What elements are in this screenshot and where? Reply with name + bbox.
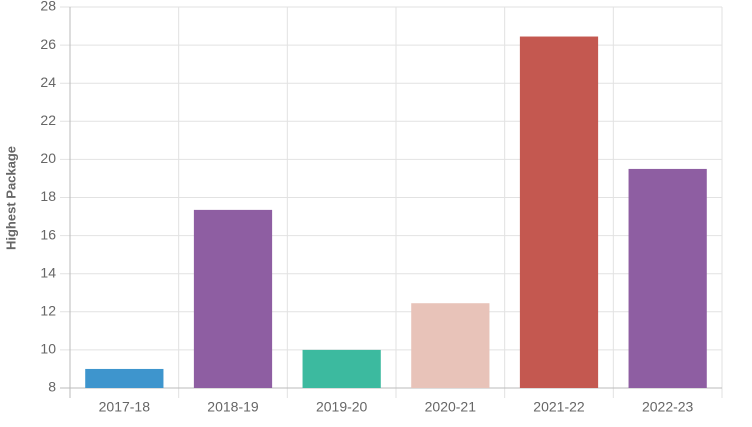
- x-tick-label: 2019-20: [316, 399, 368, 415]
- y-tick-label: 24: [40, 74, 56, 90]
- bar: [411, 303, 490, 388]
- y-tick-label: 26: [40, 36, 56, 52]
- x-tick-label: 2017-18: [99, 399, 151, 415]
- y-tick-label: 8: [48, 379, 56, 395]
- bar: [302, 349, 381, 388]
- x-tick-label: 2020-21: [425, 399, 477, 415]
- y-tick-label: 20: [40, 150, 56, 166]
- y-tick-label: 14: [40, 264, 56, 280]
- y-tick-label: 12: [40, 303, 56, 319]
- y-tick-label: 10: [40, 341, 56, 357]
- y-axis-label: Highest Package: [3, 146, 18, 250]
- bar: [519, 36, 599, 389]
- x-tick-label: 2018-19: [207, 399, 259, 415]
- bar: [85, 368, 164, 388]
- y-tick-label: 22: [40, 112, 56, 128]
- x-tick-label: 2021-22: [533, 399, 585, 415]
- y-tick-label: 28: [40, 0, 56, 14]
- y-tick-label: 18: [40, 188, 56, 204]
- x-tick-label: 2022-23: [642, 399, 694, 415]
- bar: [193, 209, 273, 388]
- y-tick-label: 16: [40, 226, 56, 242]
- bar: [628, 168, 707, 388]
